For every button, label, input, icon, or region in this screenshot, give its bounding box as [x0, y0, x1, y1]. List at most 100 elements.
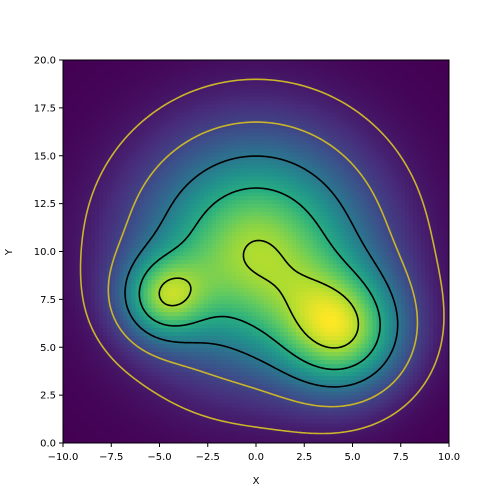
heatmap-cell [99, 239, 104, 245]
heatmap-cell [211, 275, 217, 281]
heatmap-cell [300, 291, 305, 296]
heatmap-cell [219, 351, 225, 356]
heatmap-cell [135, 343, 140, 348]
heatmap-cell [107, 323, 112, 328]
heatmap-cell [223, 371, 229, 376]
heatmap-cell [231, 287, 237, 292]
heatmap-cell [324, 243, 329, 249]
heatmap-cell [360, 295, 366, 300]
heatmap-cell [316, 435, 321, 440]
heatmap-cell [324, 407, 329, 412]
heatmap-cell [99, 387, 104, 392]
heatmap-cell [99, 291, 104, 296]
heatmap-cell [123, 423, 128, 428]
heatmap-cell [340, 411, 346, 416]
heatmap-cell [352, 259, 358, 265]
heatmap-cell [251, 307, 257, 312]
heatmap-cell [372, 295, 378, 300]
heatmap-cell [344, 339, 350, 344]
heatmap-cell [67, 255, 72, 261]
heatmap-cell [83, 363, 88, 368]
heatmap-cell [87, 323, 92, 328]
heatmap-cell [67, 279, 72, 285]
heatmap-cell [440, 283, 446, 289]
heatmap-cell [336, 355, 342, 360]
heatmap-cell [227, 239, 233, 245]
heatmap-cell [135, 335, 140, 340]
heatmap-cell [396, 351, 402, 356]
heatmap-cell [396, 239, 402, 245]
heatmap-cell [215, 371, 221, 376]
heatmap-cell [292, 255, 297, 261]
heatmap-cell [380, 411, 386, 416]
heatmap-cell [251, 411, 257, 416]
heatmap-cell [340, 355, 346, 360]
heatmap-cell [95, 275, 100, 281]
heatmap-cell [440, 259, 446, 265]
heatmap-cell [364, 295, 370, 300]
heatmap-cell [63, 315, 68, 320]
heatmap-cell [316, 295, 321, 300]
heatmap-cell [436, 339, 442, 344]
heatmap-cell [167, 379, 173, 384]
heatmap-cell [348, 275, 354, 281]
heatmap-cell [272, 367, 277, 372]
heatmap-cell [376, 399, 382, 404]
heatmap-cell [364, 411, 370, 416]
heatmap-cell [304, 275, 309, 281]
heatmap-cell [428, 411, 434, 416]
heatmap-cell [316, 267, 321, 273]
heatmap-cell [175, 303, 181, 308]
heatmap-cell [67, 291, 72, 296]
heatmap-cell [284, 315, 289, 320]
heatmap-cell [352, 367, 358, 372]
heatmap-cell [288, 387, 293, 392]
heatmap-cell [380, 435, 386, 440]
heatmap-cell [239, 327, 245, 332]
heatmap-cell [368, 371, 374, 376]
heatmap-cell [360, 331, 366, 336]
heatmap-cell [428, 327, 434, 332]
heatmap-cell [368, 251, 374, 257]
heatmap-cell [187, 335, 193, 340]
heatmap-cell [91, 403, 96, 408]
heatmap-cell [436, 379, 442, 384]
heatmap-cell [320, 355, 325, 360]
heatmap-cell [111, 271, 116, 277]
heatmap-cell [408, 363, 414, 368]
heatmap-cell [119, 311, 124, 316]
heatmap-cell [143, 391, 149, 396]
heatmap-cell [320, 359, 325, 364]
heatmap-cell [272, 391, 277, 396]
heatmap-cell [288, 287, 293, 292]
heatmap-cell [175, 355, 181, 360]
heatmap-cell [183, 439, 189, 444]
heatmap-cell [67, 371, 72, 376]
heatmap-cell [336, 283, 342, 289]
heatmap-cell [183, 343, 189, 348]
heatmap-cell [432, 347, 438, 352]
heatmap-cell [227, 403, 233, 408]
heatmap-cell [227, 255, 233, 261]
heatmap-cell [344, 399, 350, 404]
heatmap-cell [336, 399, 342, 404]
heatmap-cell [119, 399, 124, 404]
heatmap-cell [392, 239, 398, 245]
heatmap-cell [364, 303, 370, 308]
heatmap-cell [444, 311, 450, 316]
heatmap-cell [260, 303, 265, 308]
heatmap-cell [227, 279, 233, 285]
heatmap-cell [304, 403, 309, 408]
heatmap-cell [251, 379, 257, 384]
heatmap-cell [412, 391, 418, 396]
heatmap-cell [304, 307, 309, 312]
heatmap-cell [191, 415, 197, 420]
heatmap-cell [396, 335, 402, 340]
heatmap-cell [344, 427, 350, 432]
heatmap-cell [163, 403, 169, 408]
heatmap-cell [87, 271, 92, 277]
heatmap-cell [99, 431, 104, 436]
heatmap-cell [408, 347, 414, 352]
heatmap-cell [251, 315, 257, 320]
heatmap-cell [332, 379, 338, 384]
